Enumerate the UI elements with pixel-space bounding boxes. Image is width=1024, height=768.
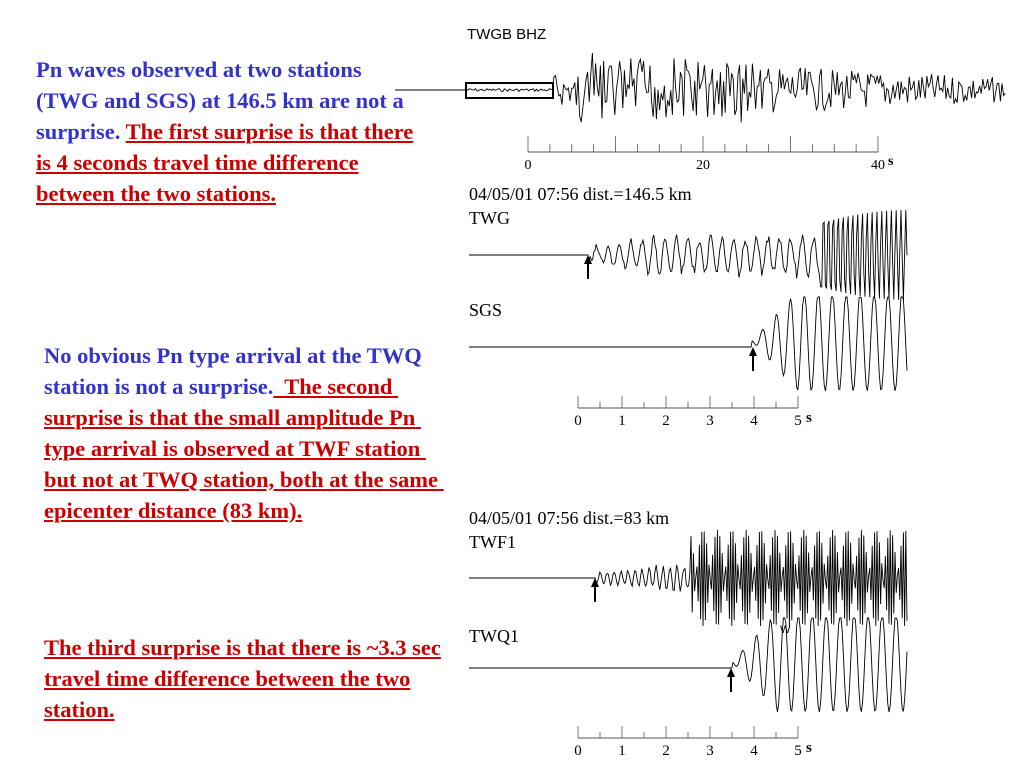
panel-2-axis-tick-label: 5 xyxy=(794,743,802,759)
panel-1-axis-tick-label: 0 xyxy=(574,413,582,429)
text-block-2-normal: No obvious Pn type arrival at the TWQ st… xyxy=(44,343,422,399)
trace-twg xyxy=(469,209,908,301)
panel-1-axis-tick-label: 4 xyxy=(750,413,758,429)
arrow-sgs-head xyxy=(749,347,757,356)
trace-twf1 xyxy=(469,529,908,627)
panel-1-axis-tick-label: 5 xyxy=(794,413,802,429)
text-block-2: No obvious Pn type arrival at the TWQ st… xyxy=(44,340,444,526)
top-trace-label: TWGB BHZ xyxy=(467,26,547,43)
panel-1-axis-tick-label: 3 xyxy=(706,413,714,429)
top-axis-tick-label: 40 xyxy=(871,158,885,173)
panel-2-axis-tick-label: 3 xyxy=(706,743,714,759)
panel-1-header: 04/05/01 07:56 dist.=146.5 km xyxy=(469,184,692,204)
panel-2-axis-tick-label: 1 xyxy=(618,743,626,759)
trace-twq1 xyxy=(469,617,908,713)
top-trace-line xyxy=(395,52,1006,123)
top-axis-tick-label: 0 xyxy=(525,158,532,173)
panel-2-axis-tick-label: 0 xyxy=(574,743,582,759)
panel-2-header: 04/05/01 07:56 dist.=83 km xyxy=(469,508,670,528)
text-block-1-underlined: The first surprise is that there is 4 se… xyxy=(36,119,414,206)
panel-1-trace-b-label: SGS xyxy=(469,300,503,320)
panel-1-trace-a-label: TWG xyxy=(469,208,510,228)
top-axis-tick-label: 20 xyxy=(696,158,710,173)
panel-2-axis-tick-label: 2 xyxy=(662,743,670,759)
arrow-twq1-head xyxy=(727,668,735,677)
text-block-2-underlined: The second surprise is that the small am… xyxy=(44,374,444,523)
panel-2-trace-a-label: TWF1 xyxy=(469,532,516,552)
panel-1-axis-unit: s xyxy=(806,410,812,426)
text-block-1-normal: Pn waves observed at two stations (TWG a… xyxy=(36,57,404,144)
panel-2-trace-b-label: TWQ1 xyxy=(469,626,519,646)
arrow-twg-head xyxy=(584,255,592,264)
arrow-twf1-head xyxy=(591,578,599,587)
text-block-1: Pn waves observed at two stations (TWG a… xyxy=(36,54,416,209)
panel-1-axis-tick-label: 2 xyxy=(662,413,670,429)
top-trace-highlight-box xyxy=(465,82,554,99)
panel-2-marker: W xyxy=(780,624,791,636)
panel-1-axis-tick-label: 1 xyxy=(618,413,626,429)
text-block-3: The third surprise is that there is ~3.3… xyxy=(44,632,444,725)
panel-2-axis-unit: s xyxy=(806,740,812,756)
text-block-3-underlined: The third surprise is that there is ~3.3… xyxy=(44,635,441,722)
trace-sgs xyxy=(469,296,908,392)
panel-2-axis-tick-label: 4 xyxy=(750,743,758,759)
top-axis-unit: s xyxy=(888,154,894,169)
